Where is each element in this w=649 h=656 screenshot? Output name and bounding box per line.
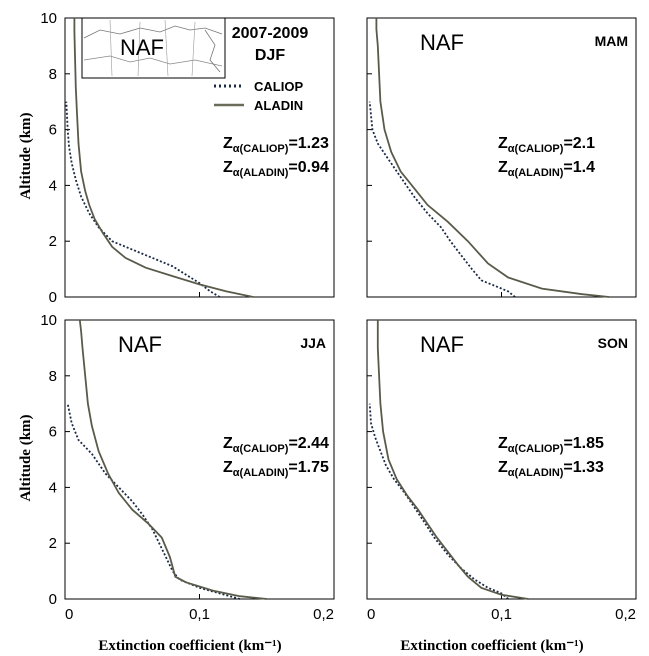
series-line-caliop	[368, 101, 516, 298]
y-tick-label: 6	[49, 122, 57, 139]
panel-djf: 0 2 4 6 8 10 Zα(CALIOP)=1.23 Zα(ALADIN)=0.94	[40, 10, 335, 306]
x-tick-label: 0,2	[313, 606, 334, 623]
z-caliop-annotation: Zα(CALIOP)=2.1	[498, 135, 595, 155]
x-tick-label: 0,1	[491, 606, 512, 623]
inset-region-label: NAF	[120, 35, 164, 60]
z-aladin-annotation: Zα(ALADIN)=1.33	[498, 459, 604, 479]
y-tick-label: 6	[49, 424, 57, 441]
z-aladin-annotation: Zα(ALADIN)=0.94	[223, 159, 329, 179]
x-tick-label: 0	[367, 606, 375, 623]
season-label-djf: DJF	[255, 47, 285, 64]
season-label: SON	[598, 335, 628, 351]
panel-mam: NAF MAM Zα(CALIOP)=2.1 Zα(ALADIN)=1.4	[366, 17, 637, 298]
legend-label-caliop: CALIOP	[254, 79, 303, 94]
x-tick-label: 0,2	[615, 606, 636, 623]
x-axis-title-left: Extinction coefficient (km⁻¹)	[98, 638, 281, 654]
legend-label-aladin: ALADIN	[254, 98, 303, 113]
period-label: 2007-2009	[232, 25, 309, 42]
x-tick-label: 0,1	[189, 606, 210, 623]
z-aladin-annotation: Zα(ALADIN)=1.75	[223, 459, 329, 479]
series-line-aladin	[78, 319, 267, 600]
y-axis-title-bottom: Altitude (km)	[18, 414, 34, 501]
y-axis-title-top: Altitude (km)	[18, 112, 34, 199]
x-tick-label: 0	[65, 606, 73, 623]
region-label: NAF	[420, 332, 464, 357]
plot-frame	[366, 17, 637, 298]
y-tick-label: 2	[49, 535, 57, 552]
z-caliop-annotation: Zα(CALIOP)=2.44	[223, 435, 329, 455]
series-line-aladin	[376, 320, 529, 600]
x-axis-title-right: Extinction coefficient (km⁻¹)	[400, 638, 583, 654]
y-tick-label: 8	[49, 368, 57, 385]
y-tick-label: 10	[40, 312, 57, 329]
y-tick-label: 2	[49, 233, 57, 250]
series-line-aladin	[375, 18, 610, 298]
y-tick-label: 10	[40, 10, 57, 27]
series-line-caliop	[368, 403, 509, 600]
z-caliop-annotation: Zα(CALIOP)=1.85	[498, 435, 604, 455]
season-label: MAM	[595, 33, 628, 49]
panel-son: 0 0,1 0,2 NAF SON Zα(CALIOP)=1.85 Zα(ALADIN)=1…	[366, 319, 637, 623]
z-aladin-annotation: Zα(ALADIN)=1.4	[498, 159, 595, 179]
legend: 2007-2009 DJF CALIOP ALADIN	[214, 25, 308, 113]
season-label: JJA	[300, 335, 326, 351]
region-label: NAF	[420, 30, 464, 55]
series-line-aladin	[73, 18, 254, 298]
y-tick-label: 0	[49, 591, 57, 608]
region-map-inset: NAF	[81, 17, 226, 79]
y-tick-label: 8	[49, 66, 57, 83]
y-tick-label: 4	[49, 177, 57, 194]
region-label: NAF	[118, 332, 162, 357]
z-caliop-annotation: Zα(CALIOP)=1.23	[223, 135, 329, 155]
panel-jja: 0 2 4 6 8 10 0 0,1 0,2 NAF JJA Zα(CALIOP)=2.44 Zα(AL…	[40, 312, 335, 623]
series-line-caliop	[65, 101, 221, 298]
y-tick-label: 4	[49, 479, 57, 496]
y-tick-label: 0	[49, 289, 57, 306]
